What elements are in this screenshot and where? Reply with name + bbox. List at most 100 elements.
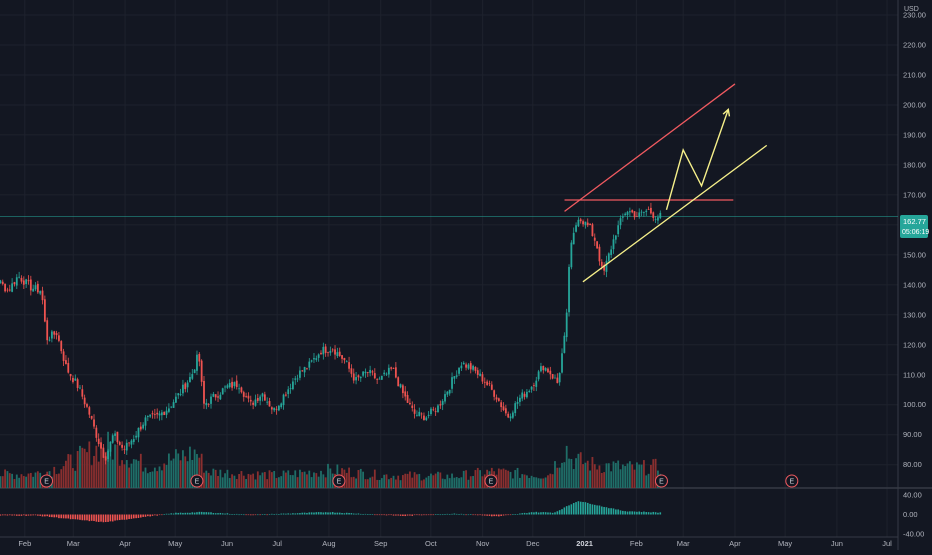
- volume-bar: [93, 455, 95, 488]
- volume-bar: [200, 453, 203, 488]
- volume-bar: [465, 470, 467, 488]
- oscillator-bar: [345, 512, 348, 515]
- oscillator-bar: [226, 513, 229, 515]
- time-tick-label: Nov: [476, 539, 490, 548]
- oscillator-bar: [493, 514, 495, 517]
- candle-body: [102, 447, 105, 458]
- candle-body: [394, 367, 397, 378]
- volume-bar: [259, 475, 262, 488]
- candle-body: [523, 393, 526, 397]
- oscillator-bar: [348, 512, 350, 515]
- volume-bar: [18, 477, 21, 488]
- candle-body: [11, 283, 14, 292]
- candle-body: [451, 377, 453, 389]
- candle-body: [142, 424, 145, 429]
- candle-body: [81, 389, 84, 397]
- candle-body: [411, 405, 414, 408]
- oscillator-bar: [275, 513, 278, 515]
- oscillator-bar: [645, 512, 648, 515]
- oscillator-bar: [519, 513, 521, 515]
- oscillator-bar: [74, 514, 77, 520]
- candle-body: [441, 401, 444, 405]
- candle-body: [617, 225, 620, 235]
- oscillator-bar: [123, 514, 126, 520]
- volume-bar: [511, 478, 514, 488]
- volume-bar: [118, 465, 121, 488]
- candle-body: [357, 375, 360, 378]
- time-tick-label: May: [778, 539, 792, 548]
- candle-body: [453, 376, 456, 379]
- volume-bar: [481, 476, 484, 488]
- oscillator-bar: [500, 514, 502, 516]
- candle-body: [277, 405, 280, 411]
- candle-body: [292, 381, 294, 390]
- time-tick-label: Oct: [425, 539, 438, 548]
- volume-bar: [25, 476, 28, 488]
- volume-bar: [125, 460, 128, 488]
- candle-body: [167, 408, 170, 412]
- candle-body: [4, 283, 6, 292]
- volume-bar: [462, 470, 465, 488]
- oscillator-bar: [460, 513, 463, 515]
- candle-body: [15, 277, 18, 286]
- volume-bar: [612, 461, 615, 488]
- candle-body: [25, 279, 28, 285]
- candle-body: [130, 440, 133, 445]
- candle-body: [128, 442, 131, 444]
- candle-body: [200, 360, 203, 382]
- volume-bar: [348, 467, 350, 488]
- candle-body: [493, 390, 496, 397]
- candle-body: [488, 383, 491, 385]
- candle-body: [203, 380, 205, 404]
- candle-body: [221, 388, 224, 395]
- volume-bar: [167, 453, 170, 488]
- volume-bar: [153, 467, 156, 488]
- oscillator-bar: [565, 506, 568, 515]
- oscillator-bar: [224, 513, 226, 515]
- volume-bar: [273, 470, 276, 488]
- volume-bar: [614, 462, 617, 488]
- oscillator-bar: [388, 514, 390, 516]
- candle-body: [29, 279, 32, 291]
- candle-body: [584, 221, 587, 226]
- candle-body: [186, 382, 189, 388]
- oscillator-bar: [315, 512, 318, 515]
- oscillator-bar: [294, 513, 297, 515]
- oscillator-bar: [336, 512, 339, 515]
- oscillator-bar: [469, 514, 472, 515]
- candle-body: [633, 211, 636, 218]
- oscillator-bar: [556, 511, 559, 515]
- volume-bar: [97, 461, 100, 488]
- volume-bar: [401, 475, 404, 488]
- volume-bar: [458, 478, 460, 488]
- candle-body: [20, 277, 23, 282]
- oscillator-bar: [273, 514, 275, 515]
- oscillator-bar: [521, 513, 524, 515]
- volume-bar: [76, 451, 79, 488]
- volume-bar: [624, 466, 627, 488]
- oscillator-bar: [177, 512, 180, 515]
- oscillator-bar: [434, 514, 437, 515]
- candle-body: [132, 439, 135, 442]
- candle-body: [72, 377, 74, 383]
- candle-body: [43, 299, 46, 322]
- candle-body: [310, 360, 313, 362]
- candle-body: [179, 394, 182, 395]
- candle-body: [628, 211, 631, 213]
- candle-body: [39, 291, 42, 294]
- volume-bar: [322, 474, 325, 488]
- candle-body: [146, 416, 149, 418]
- oscillator-bar: [411, 514, 414, 516]
- oscillator-bar: [128, 514, 130, 520]
- volume-bar: [306, 474, 308, 488]
- volume-bar: [189, 446, 191, 488]
- volume-bars: [0, 431, 662, 488]
- oscillator-bar: [287, 513, 290, 515]
- candle-body: [427, 414, 430, 416]
- volume-bar: [72, 468, 74, 488]
- candle-body: [556, 377, 559, 384]
- oscillator-bar: [329, 512, 332, 515]
- volume-bar: [29, 472, 32, 488]
